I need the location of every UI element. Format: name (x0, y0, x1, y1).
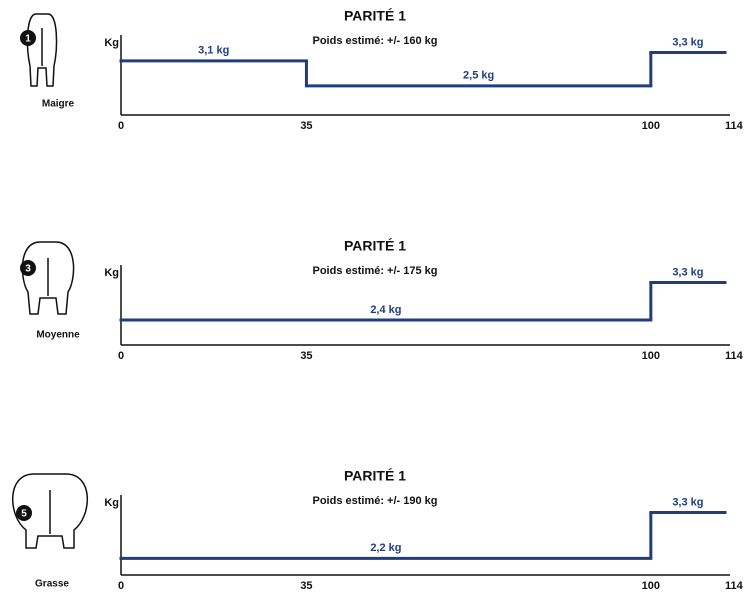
x-tick-label: 114 jrs (725, 120, 745, 132)
chart-title: PARITÉ 1 (344, 238, 406, 254)
chart-title: PARITÉ 1 (344, 8, 406, 24)
x-tick-label: 100 (642, 350, 660, 362)
value-label: 3,3 kg (672, 36, 703, 48)
chart: 1 Maigre PARITÉ 1 Poids estimé: +/- 160 kg K… (0, 0, 745, 596)
x-tick-label: 114 jrs (725, 350, 745, 362)
x-tick-label: 35 (300, 350, 312, 362)
x-tick-label: 0 (118, 120, 124, 132)
x-tick-label: 35 (300, 120, 312, 132)
chart-subtitle: Poids estimé: +/- 190 kg (312, 495, 437, 507)
condition-icon (28, 14, 57, 86)
y-axis-label: Kg (104, 267, 119, 279)
value-label: 3,3 kg (672, 496, 703, 508)
condition-label: Moyenne (36, 330, 80, 341)
badge-number: 5 (21, 509, 27, 520)
value-label: 2,4 kg (370, 304, 401, 316)
badge-number: 3 (25, 264, 31, 275)
chart-subtitle: Poids estimé: +/- 160 kg (312, 35, 437, 47)
y-axis-label: Kg (104, 37, 119, 49)
x-tick-label: 35 (300, 580, 312, 592)
condition-label: Grasse (35, 579, 69, 590)
value-label: 3,3 kg (672, 266, 703, 278)
badge-number: 1 (25, 34, 31, 45)
condition-label: Maigre (42, 99, 75, 110)
x-tick-label: 0 (118, 350, 124, 362)
x-tick-label: 100 (642, 120, 660, 132)
chart-subtitle: Poids estimé: +/- 175 kg (312, 265, 437, 277)
y-axis-label: Kg (104, 497, 119, 509)
condition-icon (22, 242, 73, 314)
value-label: 2,5 kg (463, 70, 494, 82)
value-label: 3,1 kg (198, 45, 229, 57)
value-label: 2,2 kg (370, 542, 401, 554)
x-tick-label: 114 jrs (725, 580, 745, 592)
x-tick-label: 0 (118, 580, 124, 592)
x-tick-label: 100 (642, 580, 660, 592)
chart-title: PARITÉ 1 (344, 468, 406, 484)
